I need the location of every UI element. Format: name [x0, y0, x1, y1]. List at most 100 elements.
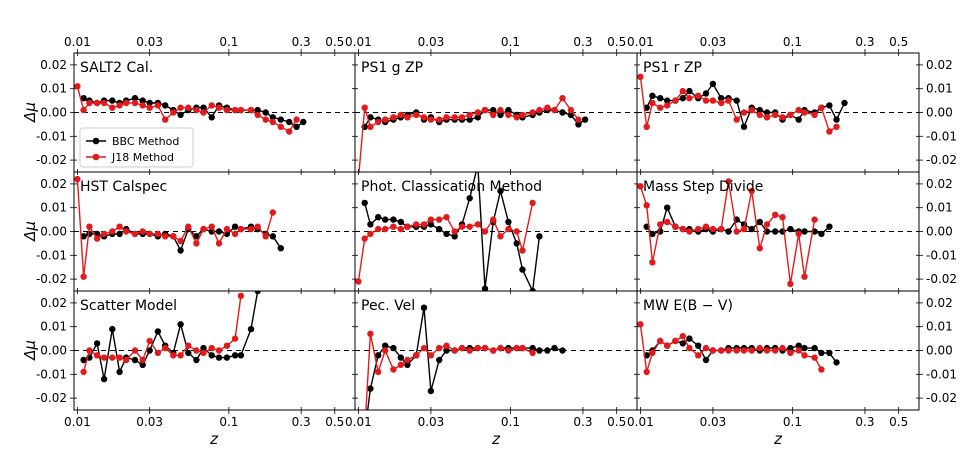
data-point-j18-method	[367, 330, 374, 337]
data-point-j18-method	[193, 240, 200, 247]
data-point-bbc-method	[231, 352, 239, 359]
data-point-j18-method	[756, 245, 763, 252]
data-point-j18-method	[404, 223, 411, 230]
data-point-j18-method	[254, 111, 261, 119]
data-point-j18-method	[686, 344, 693, 352]
data-point-bbc-method	[756, 218, 763, 226]
data-point-j18-method	[367, 123, 374, 130]
data-point-j18-method	[177, 104, 184, 111]
data-point-j18-method	[154, 349, 162, 357]
panel-data	[80, 291, 261, 383]
panel-data	[74, 175, 284, 280]
panel-data	[358, 95, 589, 172]
right-y-tick-label: -0.01	[926, 367, 957, 381]
data-point-j18-method	[375, 118, 382, 126]
bottom-x-tick-label: 0.03	[700, 415, 727, 429]
data-point-j18-method	[559, 95, 566, 102]
y-axis-title: Δμ	[21, 340, 39, 361]
data-point-j18-method	[505, 347, 512, 354]
right-y-tick-label: -0.02	[926, 272, 957, 286]
data-point-j18-method	[811, 111, 818, 119]
data-point-j18-method	[237, 225, 245, 233]
data-point-j18-method	[139, 356, 146, 364]
data-point-bbc-method	[581, 116, 589, 123]
left-y-tick-label: -0.01	[36, 248, 67, 262]
data-point-j18-method	[466, 347, 473, 354]
data-point-bbc-method	[436, 225, 443, 233]
data-point-j18-method	[185, 104, 192, 111]
data-point-j18-method	[390, 366, 397, 373]
data-point-j18-method	[427, 352, 435, 359]
data-point-bbc-method	[649, 92, 656, 100]
panel-data	[74, 83, 307, 135]
series-line-bbc-method	[646, 82, 846, 129]
data-point-j18-method	[262, 116, 269, 123]
data-point-bbc-method	[286, 118, 293, 126]
data-point-j18-method	[146, 337, 153, 345]
data-point-j18-method	[481, 344, 489, 352]
data-point-bbc-method	[443, 347, 450, 354]
legend-label-bbc: BBC Method	[112, 135, 179, 148]
right-y-tick-label: 0.02	[926, 296, 953, 310]
data-point-bbc-method	[367, 221, 374, 228]
data-point-bbc-method	[208, 352, 215, 359]
data-point-bbc-method	[451, 233, 458, 240]
data-point-bbc-method	[795, 116, 802, 123]
left-y-tick-label: 0.00	[40, 106, 67, 120]
data-point-bbc-method	[154, 328, 162, 335]
data-point-bbc-method	[269, 233, 276, 240]
right-y-tick-label: -0.02	[926, 153, 957, 167]
data-point-bbc-method	[277, 116, 284, 123]
data-point-j18-method	[772, 347, 779, 354]
data-point-bbc-method	[193, 233, 200, 240]
data-point-bbc-method	[826, 223, 833, 230]
data-point-j18-method	[269, 209, 276, 216]
x-axis-title: z	[491, 430, 501, 448]
right-y-tick-label: 0.01	[926, 82, 953, 96]
data-point-j18-method	[74, 175, 81, 183]
data-point-bbc-method	[536, 347, 543, 354]
data-point-j18-method	[361, 104, 368, 111]
data-point-bbc-method	[223, 354, 231, 361]
data-point-j18-method	[649, 259, 656, 266]
data-point-j18-method	[382, 116, 389, 123]
data-point-bbc-method	[139, 361, 146, 368]
data-point-bbc-method	[841, 99, 848, 107]
data-point-j18-method	[679, 225, 686, 233]
panel: Scatter Model	[73, 290, 356, 411]
data-point-bbc-method	[795, 342, 802, 349]
data-point-j18-method	[80, 273, 87, 280]
data-point-bbc-method	[679, 95, 686, 102]
data-point-j18-method	[185, 342, 192, 349]
left-y-tick-label: 0.01	[40, 320, 67, 334]
data-point-bbc-method	[740, 123, 748, 130]
top-x-tick-label: 0.3	[855, 35, 874, 49]
data-point-j18-method	[649, 99, 656, 107]
data-point-bbc-method	[679, 340, 686, 347]
panel-grid: SALT2 Cal. PS1 g ZP PS1 r ZP HST Calspec Pho…	[73, 52, 920, 411]
data-point-bbc-method	[481, 285, 489, 291]
panel-title: MW E(B − V)	[643, 298, 733, 314]
data-point-bbc-method	[427, 387, 435, 395]
data-point-j18-method	[481, 228, 489, 235]
data-point-j18-method	[519, 247, 526, 254]
data-point-bbc-method	[269, 114, 276, 121]
data-point-j18-method	[293, 116, 300, 123]
data-point-bbc-method	[367, 385, 374, 392]
data-point-j18-method	[657, 221, 664, 228]
panel-data	[365, 304, 566, 410]
data-point-j18-method	[772, 111, 779, 119]
data-point-bbc-method	[80, 233, 87, 240]
data-point-j18-method	[436, 344, 443, 352]
bottom-x-tick-label: 0.01	[627, 415, 654, 429]
data-point-j18-method	[672, 223, 679, 230]
data-point-j18-method	[801, 273, 808, 280]
data-point-j18-method	[223, 342, 231, 349]
data-point-bbc-method	[162, 102, 169, 109]
bottom-x-tick-label: 0.3	[573, 415, 592, 429]
right-y-tick-label: 0.02	[926, 58, 953, 72]
data-point-j18-method	[427, 216, 435, 223]
panel-title: PS1 g ZP	[361, 60, 423, 76]
data-point-j18-method	[458, 114, 466, 121]
data-point-bbc-method	[466, 116, 473, 123]
